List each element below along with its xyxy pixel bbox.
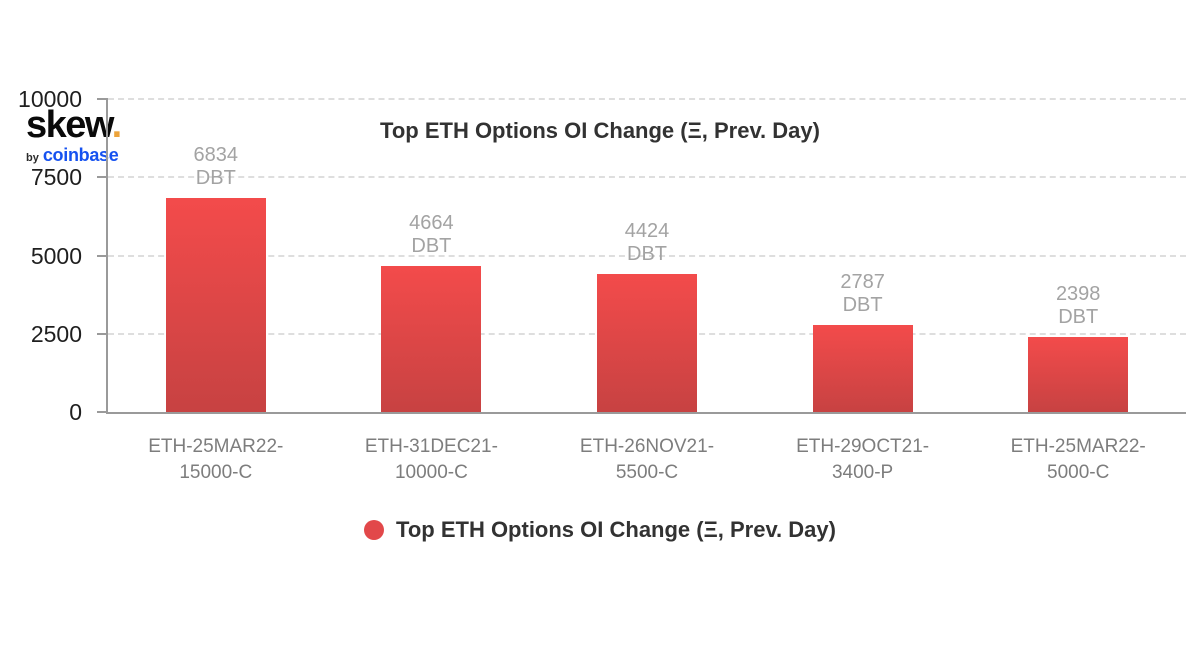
bar-eth-26nov21-5500-c[interactable] <box>597 273 697 412</box>
bar-value-number: 2787 <box>840 270 885 293</box>
coinbase-byline: by coinbase <box>26 146 121 164</box>
bar-value-number: 2398 <box>1055 282 1101 305</box>
x-axis-label-line: 5500-C <box>615 462 679 483</box>
y-axis-tick-2500 <box>97 332 108 335</box>
x-axis-label-line: ETH-26NOV21- <box>579 436 715 457</box>
x-axis-label-line: ETH-31DEC21- <box>364 436 498 457</box>
y-axis-tick-label-10000: 10000 <box>18 86 82 112</box>
bar-value-label-eth-25mar22-5000-c: 2398 DBT <box>998 283 1158 329</box>
x-axis-label-line: 15000-C <box>179 462 253 483</box>
skew-brand-text: skew <box>26 104 113 146</box>
skew-wordmark: skew. <box>26 104 123 146</box>
legend-label: Top ETH Options OI Change (Ξ, Prev. Day) <box>396 517 836 542</box>
x-axis-line <box>106 412 1186 414</box>
bar-value-unit: DBT <box>1058 305 1099 328</box>
y-axis-line <box>106 99 108 412</box>
x-axis-label-line: ETH-29OCT21- <box>796 436 930 457</box>
bar-value-unit: DBT <box>627 242 667 265</box>
chart-title: Top ETH Options OI Change (Ξ, Prev. Day) <box>380 118 820 143</box>
skew-brand-dot: . <box>111 104 123 146</box>
y-axis-tick-0 <box>97 411 108 413</box>
x-axis-label-line: ETH-25MAR22- <box>148 436 284 457</box>
x-axis-label-line: 10000-C <box>394 462 468 483</box>
y-axis-tick-5000 <box>97 254 108 257</box>
x-axis-label-line: ETH-25MAR22- <box>1010 436 1146 457</box>
bar-eth-25mar22-15000-c[interactable] <box>165 198 266 412</box>
bar-eth-29oct21-3400-p[interactable] <box>812 324 913 412</box>
gridline-5000 <box>108 254 1186 257</box>
legend-marker-icon <box>364 520 385 540</box>
bar-eth-31dec21-10000-c[interactable] <box>381 266 482 412</box>
bar-eth-25mar22-5000-c[interactable] <box>1028 336 1129 412</box>
y-axis-tick-label-5000: 5000 <box>30 242 82 269</box>
x-axis-label-line: 5000-C <box>1047 462 1110 483</box>
bar-value-number: 4664 <box>409 212 454 235</box>
x-axis-label-eth-25mar22-15000-c: ETH-25MAR22- 15000-C <box>108 434 324 486</box>
by-text: by <box>26 152 39 164</box>
gridline-7500 <box>108 176 1186 179</box>
bar-value-unit: DBT <box>195 167 236 190</box>
gridline-10000 <box>108 98 1186 100</box>
bar-value-label-eth-25mar22-15000-c: 6834 DBT <box>136 144 296 190</box>
skew-logo: skew. by coinbase <box>26 104 123 164</box>
y-axis-tick-label-7500: 7500 <box>30 164 82 191</box>
y-axis-tick-label-2500: 2500 <box>30 320 82 347</box>
y-axis-tick-7500 <box>97 176 108 179</box>
x-axis-label-eth-31dec21-10000-c: ETH-31DEC21- 10000-C <box>324 434 540 486</box>
x-axis-label-eth-29oct21-3400-p: ETH-29OCT21- 3400-P <box>755 434 971 486</box>
bar-value-number: 4424 <box>624 219 670 242</box>
y-axis-tick-label-0: 0 <box>69 399 82 425</box>
bar-value-unit: DBT <box>411 235 452 258</box>
x-axis-label-line: 3400-P <box>831 462 894 483</box>
bar-value-label-eth-31dec21-10000-c: 4664 DBT <box>351 212 511 258</box>
legend-item[interactable]: Top ETH Options OI Change (Ξ, Prev. Day) <box>0 517 1200 543</box>
bar-value-label-eth-26nov21-5500-c: 4424 DBT <box>567 220 727 266</box>
bar-value-number: 6834 <box>193 144 239 167</box>
x-axis-label-eth-26nov21-5500-c: ETH-26NOV21- 5500-C <box>539 434 755 486</box>
x-axis-label-eth-25mar22-5000-c: ETH-25MAR22- 5000-C <box>970 434 1186 486</box>
bar-value-label-eth-29oct21-3400-p: 2787 DBT <box>783 271 943 317</box>
y-axis-tick-10000 <box>97 98 108 100</box>
coinbase-wordmark: coinbase <box>42 145 119 165</box>
bar-value-unit: DBT <box>842 293 883 316</box>
